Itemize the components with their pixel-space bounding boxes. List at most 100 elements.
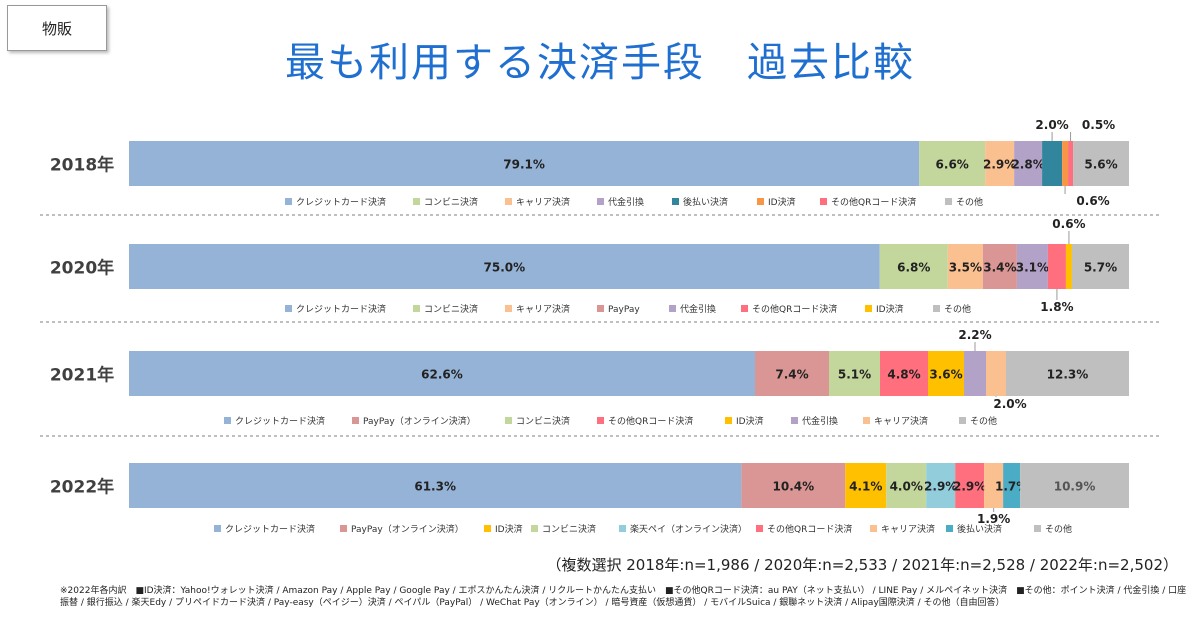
bar-row-4: 2022年 61.3% 10.4% 4.1% 4.0% 2.9%2.9%1.9%1.7% 1… [50, 463, 1129, 526]
legend-label: ID決済 [736, 415, 764, 427]
legend-swatch [597, 417, 604, 424]
legend-swatch [597, 305, 604, 312]
legend-swatch [863, 417, 870, 424]
bar-segment [919, 141, 986, 186]
legend-swatch [946, 525, 953, 532]
bar-segment [886, 463, 927, 508]
legend-label: 楽天ペイ（オンライン決済） [630, 523, 747, 535]
footnote: ※2022年各内訳 ■ID決済：Yahoo!ウォレット決済 / Amazon P… [60, 586, 1187, 608]
bar-segment [1047, 244, 1066, 289]
bar-row-1: 2018年 79.1% 6.6% 2.9%2.8% 2.0% 0.6% 0.5% 5.6% [50, 118, 1129, 208]
legend-swatch [352, 417, 359, 424]
legend-label: クレジットカード決済 [225, 523, 315, 535]
legend-label: キャリア決済 [516, 303, 570, 315]
bar-segment [1073, 141, 1129, 186]
legend-swatch [484, 525, 491, 532]
data-label: 5.6% [1084, 158, 1117, 172]
legend-swatch [756, 525, 763, 532]
legend-label: PayPay（オンライン決済） [351, 523, 464, 535]
bar-segment [1042, 141, 1063, 186]
bar-segment [129, 141, 920, 186]
data-label: 62.6% [421, 368, 463, 382]
legend-swatch [285, 305, 292, 312]
bar-segment [1065, 244, 1072, 289]
legend-swatch [791, 417, 798, 424]
data-label: 75.0% [484, 261, 526, 275]
legend-swatch [669, 305, 676, 312]
sample-size-note: （複数選択 2018年:n=1,986 / 2020年:n=2,533 / 20… [546, 556, 1178, 574]
year-label: 2020年 [50, 258, 114, 279]
bar-segment [129, 244, 880, 289]
data-label: 6.6% [936, 158, 969, 172]
legend-swatch [865, 305, 872, 312]
legend-swatch [340, 525, 347, 532]
legend-label: 代金引換 [802, 415, 838, 427]
legend-label: その他 [944, 303, 971, 315]
legend-swatch [597, 198, 604, 205]
legend-label: その他QRコード決済 [752, 303, 837, 315]
legend-label: キャリア決済 [874, 415, 928, 427]
legend-label: コンビニ決済 [424, 303, 478, 315]
bar-segment [129, 463, 742, 508]
legend-label: コンビニ決済 [516, 415, 570, 427]
legend-swatch [757, 198, 764, 205]
legend-swatch [741, 305, 748, 312]
legend-swatch [285, 198, 292, 205]
legend-label: 代金引換 [608, 196, 644, 208]
legend-label: その他 [956, 196, 983, 208]
bar-segment [964, 351, 986, 396]
bar-segment [1003, 463, 1021, 508]
data-label: 5.1% [838, 368, 871, 382]
bar-segment [926, 463, 956, 508]
data-label: 0.5% [1082, 118, 1115, 132]
bar-segment [982, 244, 1017, 289]
bar-segment [845, 463, 887, 508]
category-badge: 物販 [7, 5, 107, 51]
legend-swatch [725, 417, 732, 424]
bar-segment [986, 351, 1006, 396]
data-label: 2.9% [983, 158, 1016, 172]
bar-segment [1014, 141, 1043, 186]
data-label: 79.1% [503, 158, 545, 172]
data-label: 10.9% [1054, 480, 1096, 494]
data-label: 1.7% [995, 480, 1028, 494]
legend-label: その他 [1045, 523, 1072, 535]
data-label: 5.7% [1084, 261, 1117, 275]
bar-segment [947, 244, 983, 289]
data-label: 4.1% [849, 480, 882, 494]
bar-segment [829, 351, 880, 396]
bar-segment [1006, 351, 1129, 396]
legend-swatch [870, 525, 877, 532]
bar-segment [755, 351, 829, 396]
data-label: 1.8% [1040, 300, 1073, 314]
data-label: 0.6% [1076, 194, 1109, 208]
bar-segment [928, 351, 964, 396]
legend-swatch [224, 417, 231, 424]
legend-label: クレジットカード決済 [296, 303, 386, 315]
year-label: 2021年 [50, 365, 114, 386]
bar-row-2: 2020年 75.0% 6.8% 3.5% 3.4% 3.1% 1.8% 0.6% 5.7% [50, 217, 1129, 314]
legend-swatch [505, 417, 512, 424]
legend-swatch [1034, 525, 1041, 532]
data-label: 61.3% [414, 480, 456, 494]
legend-swatch [505, 198, 512, 205]
year-label: 2018年 [50, 155, 114, 176]
legend-1: クレジットカード決済 コンビニ決済 キャリア決済 代金引換 後払い決済 ID決済 その他QR… [285, 196, 983, 208]
data-label: 6.8% [897, 261, 930, 275]
legend-swatch [820, 198, 827, 205]
bar-segment [879, 244, 948, 289]
data-label: 0.6% [1052, 217, 1085, 231]
legend-label: コンビニ決済 [424, 196, 478, 208]
legend-label: その他QRコード決済 [767, 523, 852, 535]
bar-segment [984, 463, 1004, 508]
year-label: 2022年 [50, 477, 114, 498]
legend-label: 後払い決済 [957, 523, 1002, 535]
data-label: 4.8% [887, 368, 920, 382]
data-label: 3.6% [929, 368, 962, 382]
legend-label: キャリア決済 [516, 196, 570, 208]
data-label: 2.0% [993, 397, 1026, 411]
legend-label: クレジットカード決済 [296, 196, 386, 208]
legend-3: クレジットカード決済 PayPay（オンライン決済） コンビニ決済 その他QRコード決… [224, 415, 997, 427]
bar-segment [1062, 141, 1069, 186]
bar-segment [955, 463, 985, 508]
